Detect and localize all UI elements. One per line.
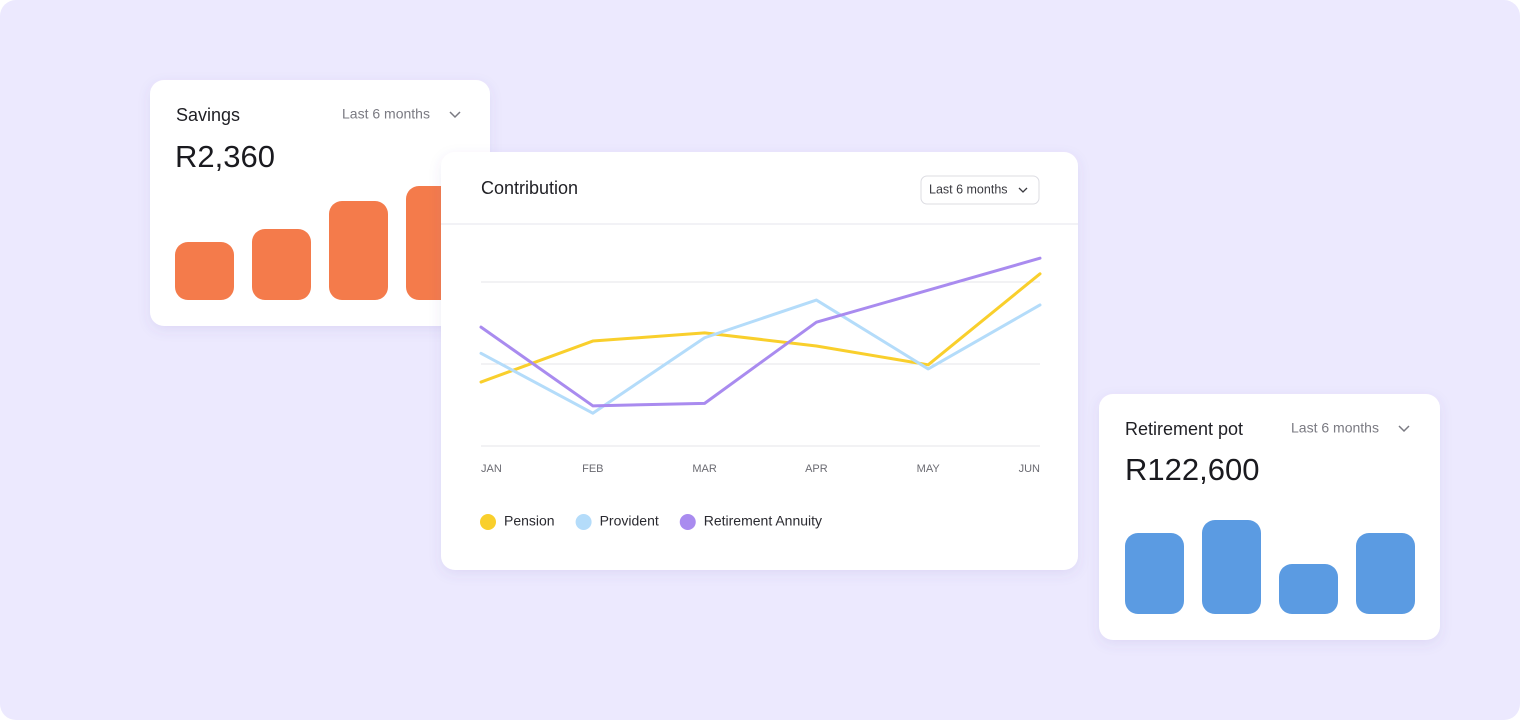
card (1099, 394, 1440, 640)
bar (1202, 520, 1261, 614)
bar (1125, 533, 1184, 614)
card-title: Contribution (481, 178, 578, 198)
filter-dropdown[interactable]: Last 6 months (342, 106, 430, 122)
card-title: Savings (176, 105, 240, 125)
contribution-card: Contribution Last 6 months JAN FEB MAR APR M… (441, 152, 1078, 570)
legend-label: Retirement Annuity (704, 513, 822, 529)
filter-label[interactable]: Last 6 months (929, 182, 1008, 196)
x-tick-label: FEB (582, 463, 603, 475)
chevron[interactable] (1398, 425, 1410, 433)
bar (1279, 564, 1338, 614)
x-tick-label: JUN (1019, 463, 1040, 475)
x-tick-label: JAN (481, 463, 502, 475)
bar (175, 242, 234, 300)
series-line (479, 256, 1042, 408)
amount: R2,360 (175, 139, 275, 174)
retirement-card: Retirement pot Last 6 months R122,600 (1099, 394, 1440, 640)
card (150, 80, 490, 326)
bar (252, 229, 311, 300)
filter-dropdown[interactable] (920, 175, 1040, 205)
legend-label: Provident (600, 513, 659, 529)
savings-card: Savings Last 6 months R2,360 (150, 80, 490, 326)
chevron[interactable] (1018, 187, 1028, 193)
legend-label: Pension (504, 513, 555, 529)
legend-swatch (480, 514, 496, 530)
x-tick-label: MAR (692, 463, 717, 475)
legend-swatch (575, 514, 592, 530)
card (441, 152, 1078, 570)
legend-swatch (679, 514, 696, 530)
series-line (479, 298, 1042, 415)
bar (329, 201, 388, 300)
filter-dropdown[interactable]: Last 6 months (1291, 420, 1379, 436)
x-tick-label: MAY (917, 463, 941, 475)
series-line (479, 272, 1042, 384)
amount: R122,600 (1125, 452, 1259, 487)
card-title: Retirement pot (1125, 419, 1243, 439)
bar (1356, 533, 1415, 614)
chevron[interactable] (449, 111, 461, 119)
x-tick-label: APR (805, 463, 828, 475)
